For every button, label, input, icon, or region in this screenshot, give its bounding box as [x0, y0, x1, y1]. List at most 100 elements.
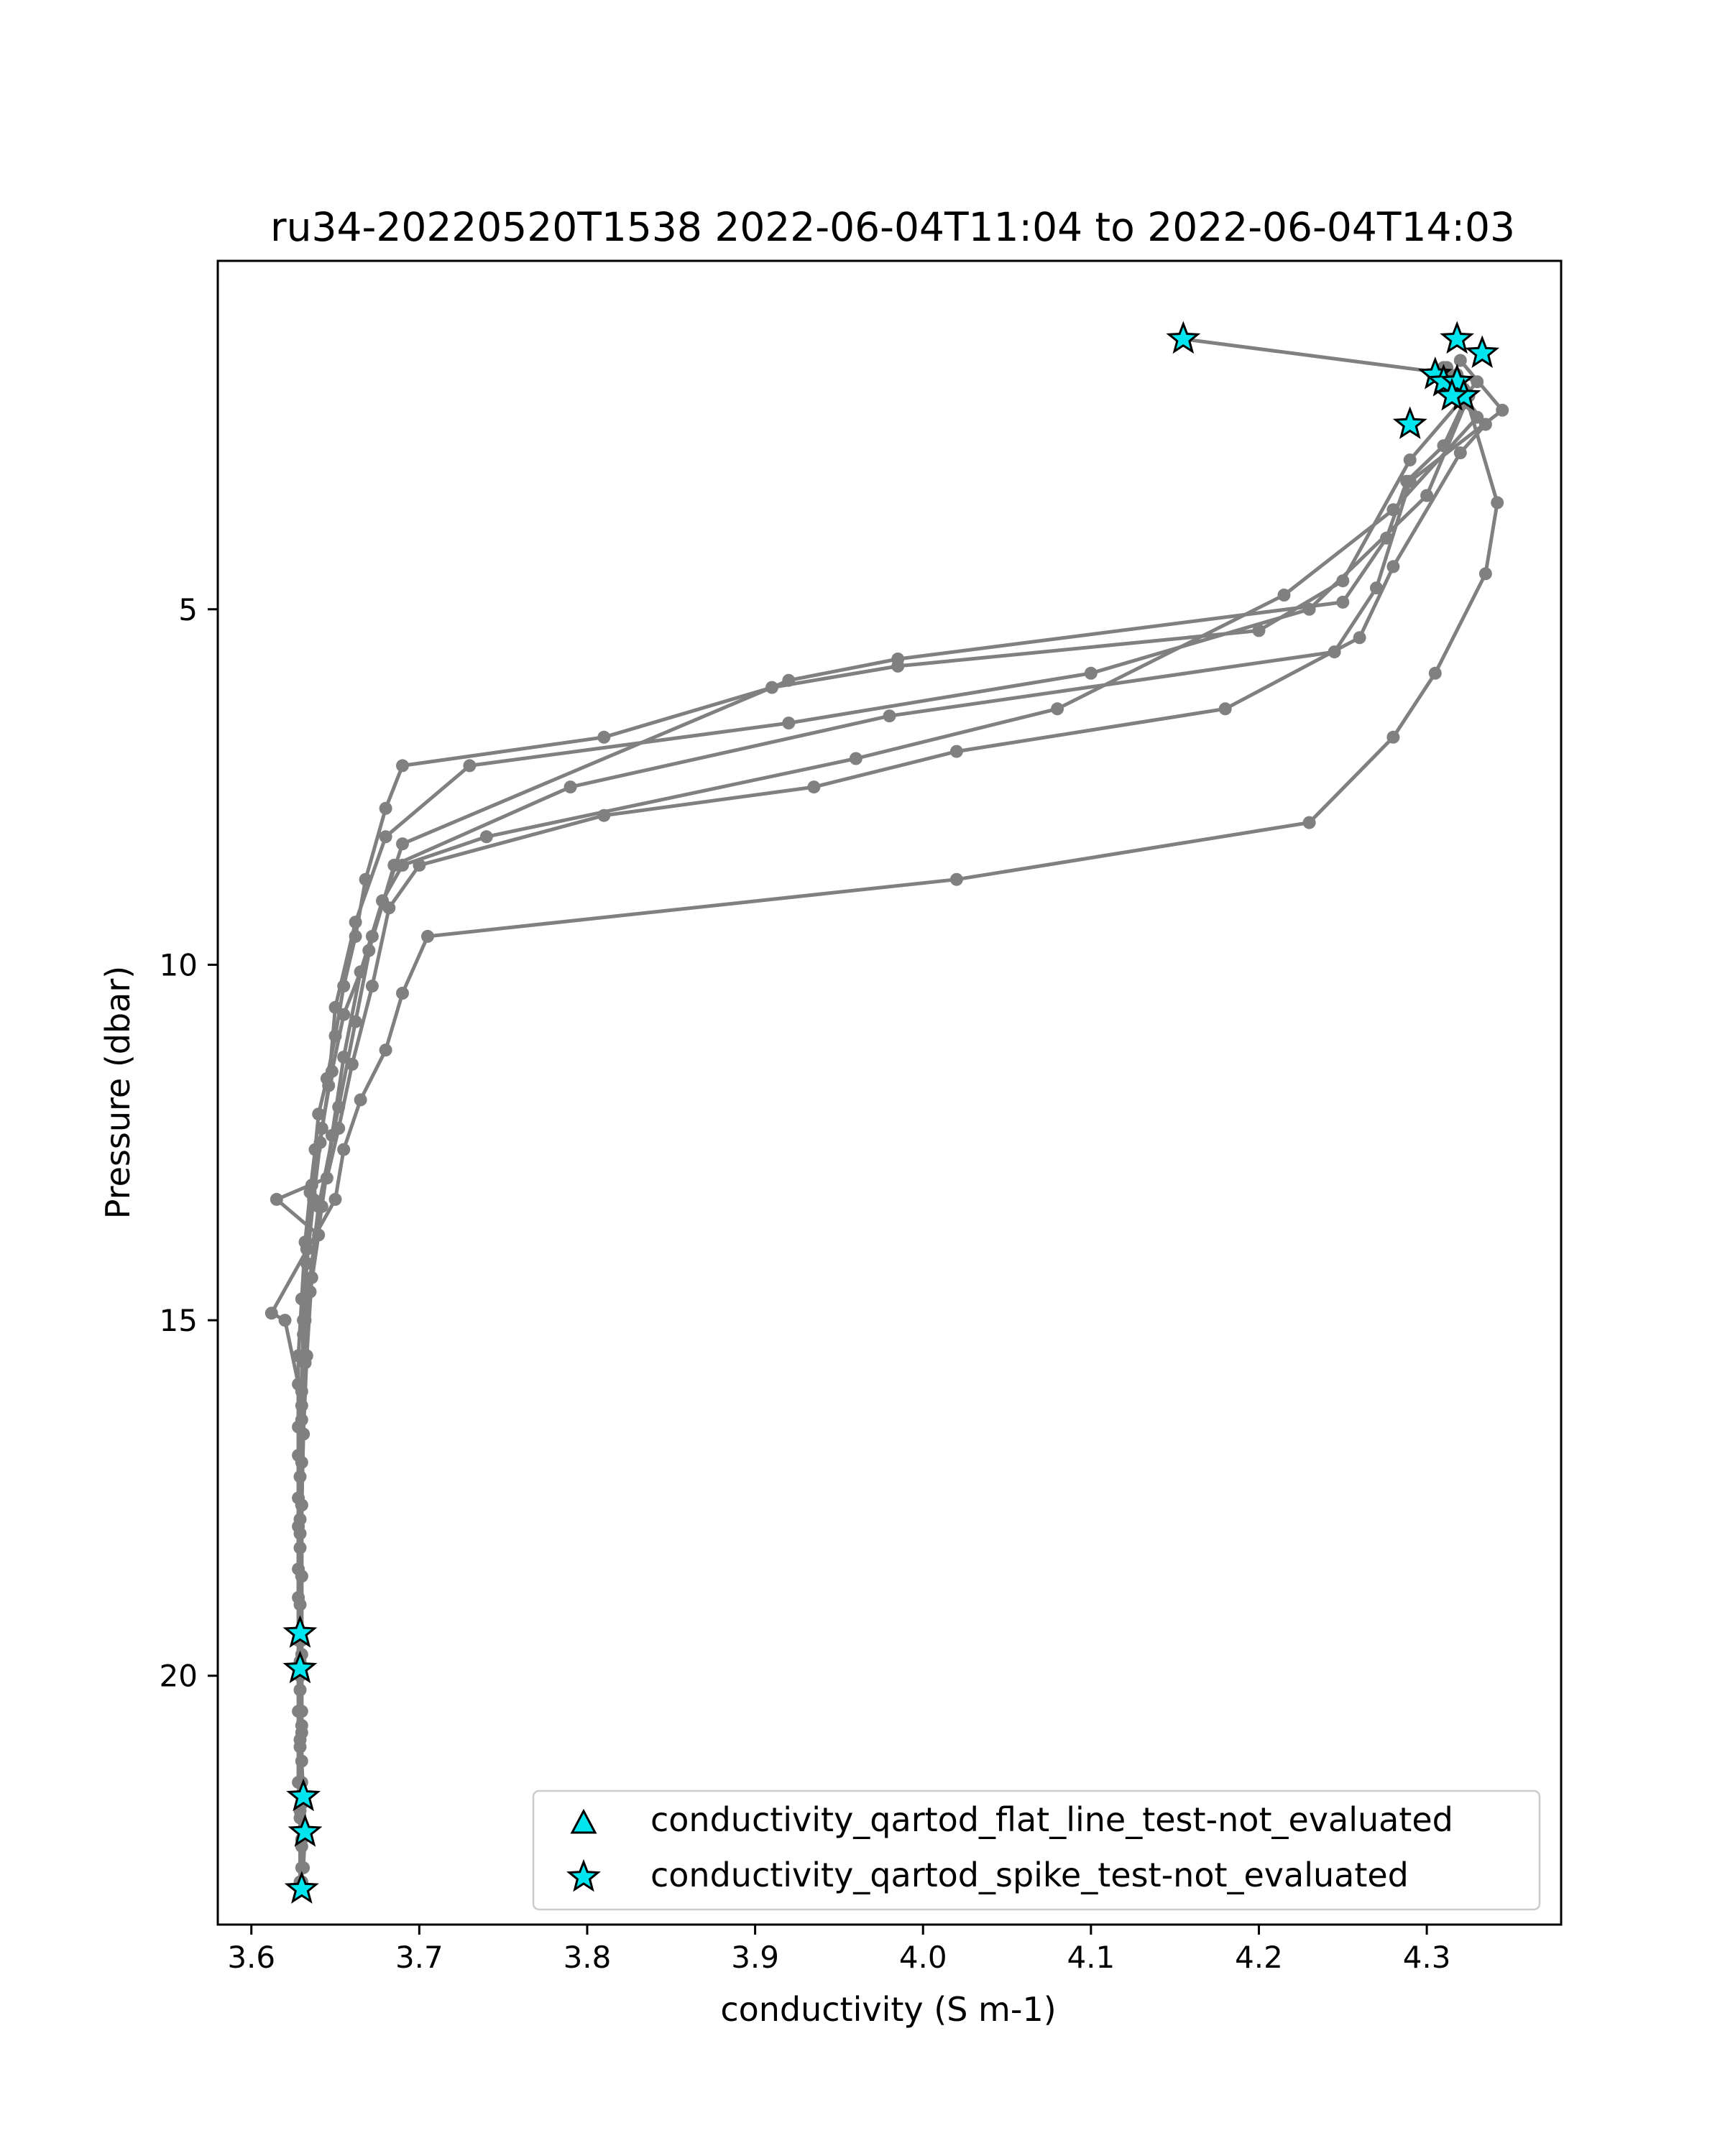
profile-point: [293, 1513, 307, 1526]
profile-point: [313, 1135, 327, 1149]
profile-point: [1420, 489, 1434, 502]
profile-point: [379, 830, 392, 844]
profile-point: [413, 858, 426, 872]
profile-point: [278, 1314, 292, 1327]
x-tick-label: 4.1: [1067, 1940, 1115, 1975]
profile-point: [270, 1192, 283, 1206]
spike-test-star: [1465, 335, 1500, 368]
profile-point: [479, 830, 493, 844]
x-tick-label: 3.8: [564, 1940, 612, 1975]
profile-point: [1437, 439, 1450, 453]
profile-point: [1496, 403, 1509, 417]
spike-test-star: [286, 1778, 321, 1812]
profile-point: [322, 1079, 336, 1092]
profile-point: [365, 929, 379, 943]
y-axis-label: Pressure (dbar): [98, 966, 137, 1219]
profile-point: [949, 745, 963, 758]
profile-point: [1336, 595, 1350, 609]
y-tick-label: 15: [160, 1303, 198, 1338]
profile-point: [295, 1413, 308, 1427]
profile-point: [379, 1044, 392, 1057]
profile-point: [949, 872, 963, 886]
profile-point: [298, 1314, 312, 1327]
profile-point: [382, 901, 396, 915]
y-tick-label: 5: [178, 592, 198, 627]
profile-point: [295, 1726, 308, 1739]
profile-point: [1453, 446, 1467, 460]
spike-test-star: [284, 1871, 319, 1904]
spike-test-star: [1440, 321, 1475, 354]
y-axis: 5 10 15 20: [160, 592, 218, 1694]
profile-point: [782, 717, 796, 730]
profile-point: [883, 709, 896, 723]
profile-point: [1491, 496, 1504, 510]
profile-point: [849, 752, 862, 765]
profile-point: [379, 801, 392, 815]
spike-test-star: [282, 1650, 318, 1684]
legend-box: [532, 1789, 1541, 1911]
profile-point: [1400, 474, 1414, 488]
plot-frame: [216, 259, 1563, 1926]
profile-point: [782, 673, 796, 687]
spike-test-star: [1440, 364, 1475, 397]
profile-point: [463, 759, 477, 773]
profile-point: [328, 1000, 342, 1014]
y-tick-label: 10: [160, 947, 198, 982]
spike-test-star: [1435, 377, 1470, 411]
legend-star-marker: [566, 1858, 601, 1892]
spike-test-star: [282, 1615, 318, 1648]
profile-point: [328, 1192, 342, 1206]
profile-point: [1252, 624, 1266, 637]
x-tick-label: 4.0: [899, 1940, 947, 1975]
profile-point: [1277, 589, 1291, 602]
spike-test-star: [288, 1814, 323, 1847]
x-tick-label: 3.9: [731, 1940, 779, 1975]
profile-point: [349, 1015, 362, 1028]
profile-point: [1478, 567, 1492, 581]
profile-point: [312, 1107, 326, 1121]
profile-point: [396, 759, 409, 773]
x-tick-label: 4.2: [1235, 1940, 1283, 1975]
profile-point: [354, 1093, 367, 1107]
profile-point: [597, 808, 611, 822]
legend: conductivity_qartod_flat_line_test-not_e…: [532, 1789, 1541, 1911]
plot-area: [264, 321, 1509, 1904]
x-tick-label: 3.6: [227, 1940, 275, 1975]
profile-point: [365, 980, 379, 993]
x-axis: 3.6 3.7 3.8 3.9 4.0 4.1 4.2 4.3: [227, 1925, 1450, 1975]
profile-point: [396, 837, 409, 851]
profile-point: [396, 987, 409, 1000]
legend-label-flat-line: conductivity_qartod_flat_line_test-not_e…: [650, 1800, 1453, 1839]
x-tick-label: 3.7: [395, 1940, 443, 1975]
spike-test-star: [1392, 406, 1427, 439]
profile-point: [264, 1307, 278, 1320]
x-tick-label: 4.3: [1403, 1940, 1451, 1975]
profile-point: [1403, 453, 1417, 466]
profile-point: [349, 916, 362, 929]
profile-point: [807, 780, 821, 794]
chart-title: ru34-20220520T1538 2022-06-04T11:04 to 2…: [270, 204, 1515, 250]
profile-point: [1084, 666, 1098, 680]
profile-point: [337, 1143, 351, 1156]
profile-point: [1051, 702, 1064, 716]
profile-point: [564, 780, 577, 794]
profile-point: [421, 929, 434, 943]
profile-point: [332, 1100, 346, 1114]
spike-test-markers: [282, 321, 1500, 1904]
profile-point: [1302, 816, 1316, 829]
profile-point: [396, 858, 409, 872]
profile-point: [1353, 631, 1366, 645]
spike-test-star: [1166, 321, 1201, 354]
profile-point: [1453, 354, 1467, 367]
profile-point: [1380, 531, 1393, 545]
profile-point: [1218, 702, 1232, 716]
profile-point: [1386, 560, 1400, 573]
legend-label-spike: conductivity_qartod_spike_test-not_evalu…: [650, 1856, 1409, 1894]
legend-triangle-marker: [570, 1808, 597, 1834]
profile-point: [1386, 730, 1400, 744]
profile-point: [1478, 418, 1492, 431]
profile-point: [597, 730, 611, 744]
profile-point: [891, 653, 905, 665]
x-axis-label: conductivity (S m-1): [720, 1990, 1056, 2029]
